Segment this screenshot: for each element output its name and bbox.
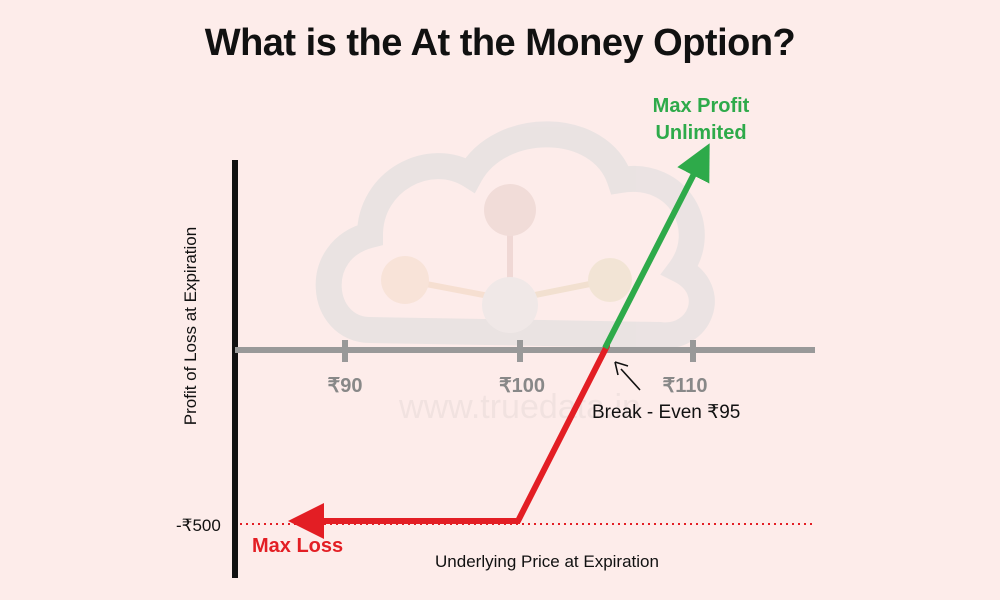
max-profit-arrow <box>602 143 710 350</box>
max-profit-label: Max Profit <box>653 95 750 117</box>
logo-node <box>381 256 429 304</box>
max-loss-label: Max Loss <box>252 535 343 557</box>
page-title: What is the At the Money Option? <box>204 22 796 64</box>
x-tick-label: ₹90 <box>328 375 363 397</box>
watermark-text: www.truedata.in <box>398 388 641 426</box>
break-even-label: Break - Even ₹95 <box>592 402 740 423</box>
watermark-logo: www.truedata.in <box>315 121 715 426</box>
x-tick-label: ₹100 <box>499 375 545 397</box>
logo-node <box>588 258 632 302</box>
max-profit-label-unlimited: Unlimited <box>655 122 746 144</box>
x-axis-label: Underlying Price at Expiration <box>435 552 659 571</box>
loss-level-label: -₹500 <box>176 516 221 535</box>
payoff-loss-segment <box>515 343 610 524</box>
logo-node <box>484 184 536 236</box>
logo-node <box>482 277 538 333</box>
y-axis-label: Profit of Loss at Expiration <box>181 227 200 425</box>
cloud-shape <box>315 121 715 349</box>
break-even-pointer <box>620 368 641 391</box>
break-even-arrowhead-icon <box>614 361 629 376</box>
x-tick-label: ₹110 <box>663 375 708 397</box>
